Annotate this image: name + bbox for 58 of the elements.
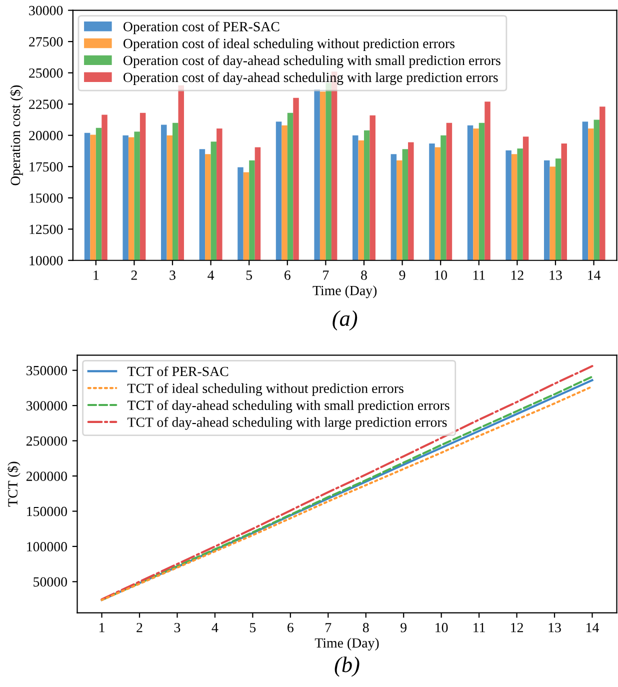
x-tick-label: 4 [208,270,214,280]
y-tick-label: 12500 [30,224,63,234]
x-tick-label: 6 [288,622,294,632]
x-tick-label: 14 [586,622,599,632]
y-tick-label: 250000 [26,436,67,446]
y-tick-label: 300000 [26,401,67,411]
x-tick-label: 10 [434,270,448,280]
x-tick-label: 11 [473,270,485,280]
x-tick-label: 5 [246,270,252,280]
y-tick-label: 20000 [29,130,63,140]
x-tick-label: 13 [548,622,561,632]
x-tick-label: 14 [588,270,601,280]
x-tick-label: 2 [136,622,142,632]
x-tick-label: 8 [362,622,369,632]
x-tick-label: 5 [250,623,256,632]
y-tick-label: 30000 [29,6,63,16]
x-tick-label: 12 [511,622,523,632]
y-axis-title: TCT ($) [7,462,20,507]
legend-label: TCT of day-ahead scheduling with large prediction errors [128,417,447,430]
legend-label: TCT of ideal scheduling without prediction errors [128,383,404,396]
x-tick-label: 10 [436,622,448,632]
x-tick-label: 1 [94,270,99,280]
x-tick-label: 12 [511,270,524,280]
y-tick-label: 50000 [34,577,67,587]
x-tick-label: 1 [100,622,104,632]
y-tick-label: 10000 [30,256,63,266]
y-tick-label: 22500 [29,100,63,110]
y-tick-label: 350000 [26,366,67,376]
text: (b) [334,656,360,677]
y-tick-label: 15000 [30,193,63,203]
x-tick-label: 13 [550,270,562,280]
legend-label: TCT of PER-SAC [128,366,228,376]
legend-label: Operation cost of PER-SAC [123,21,280,34]
x-tick-label: 7 [326,623,332,632]
legend-label: Operation cost of ideal scheduling without prediction errors [123,38,455,52]
legend-label: Operation cost of day-ahead scheduling with small prediction errors [123,55,500,68]
x-tick-label: 6 [284,270,290,280]
x-tick-label: 7 [323,270,329,280]
x-tick-label: 9 [400,622,407,632]
y-tick-label: 25000 [29,68,63,78]
y-tick-label: 200000 [26,472,67,481]
legend-label: TCT of day-ahead scheduling with small prediction errors [128,400,450,413]
x-tick-label: 3 [174,622,180,632]
x-axis-title: Time (Day) [312,285,377,298]
x-tick-label: 4 [212,623,218,632]
x-tick-label: 2 [131,270,137,280]
y-tick-label: 17500 [30,162,63,172]
text: (a) [332,310,358,331]
x-tick-label: 8 [361,270,367,280]
x-tick-label: 11 [474,622,485,632]
y-axis-title: Operation cost ($) [10,85,23,186]
legend-label: Operation cost of day-ahead scheduling with large prediction errors [123,72,498,85]
y-tick-label: 100000 [27,542,67,552]
x-axis-title: Time (Day) [314,638,379,651]
x-tick-label: 9 [399,270,406,280]
y-tick-label: 150000 [27,506,67,516]
x-tick-label: 3 [170,270,176,280]
y-tick-label: 27500 [29,37,63,47]
